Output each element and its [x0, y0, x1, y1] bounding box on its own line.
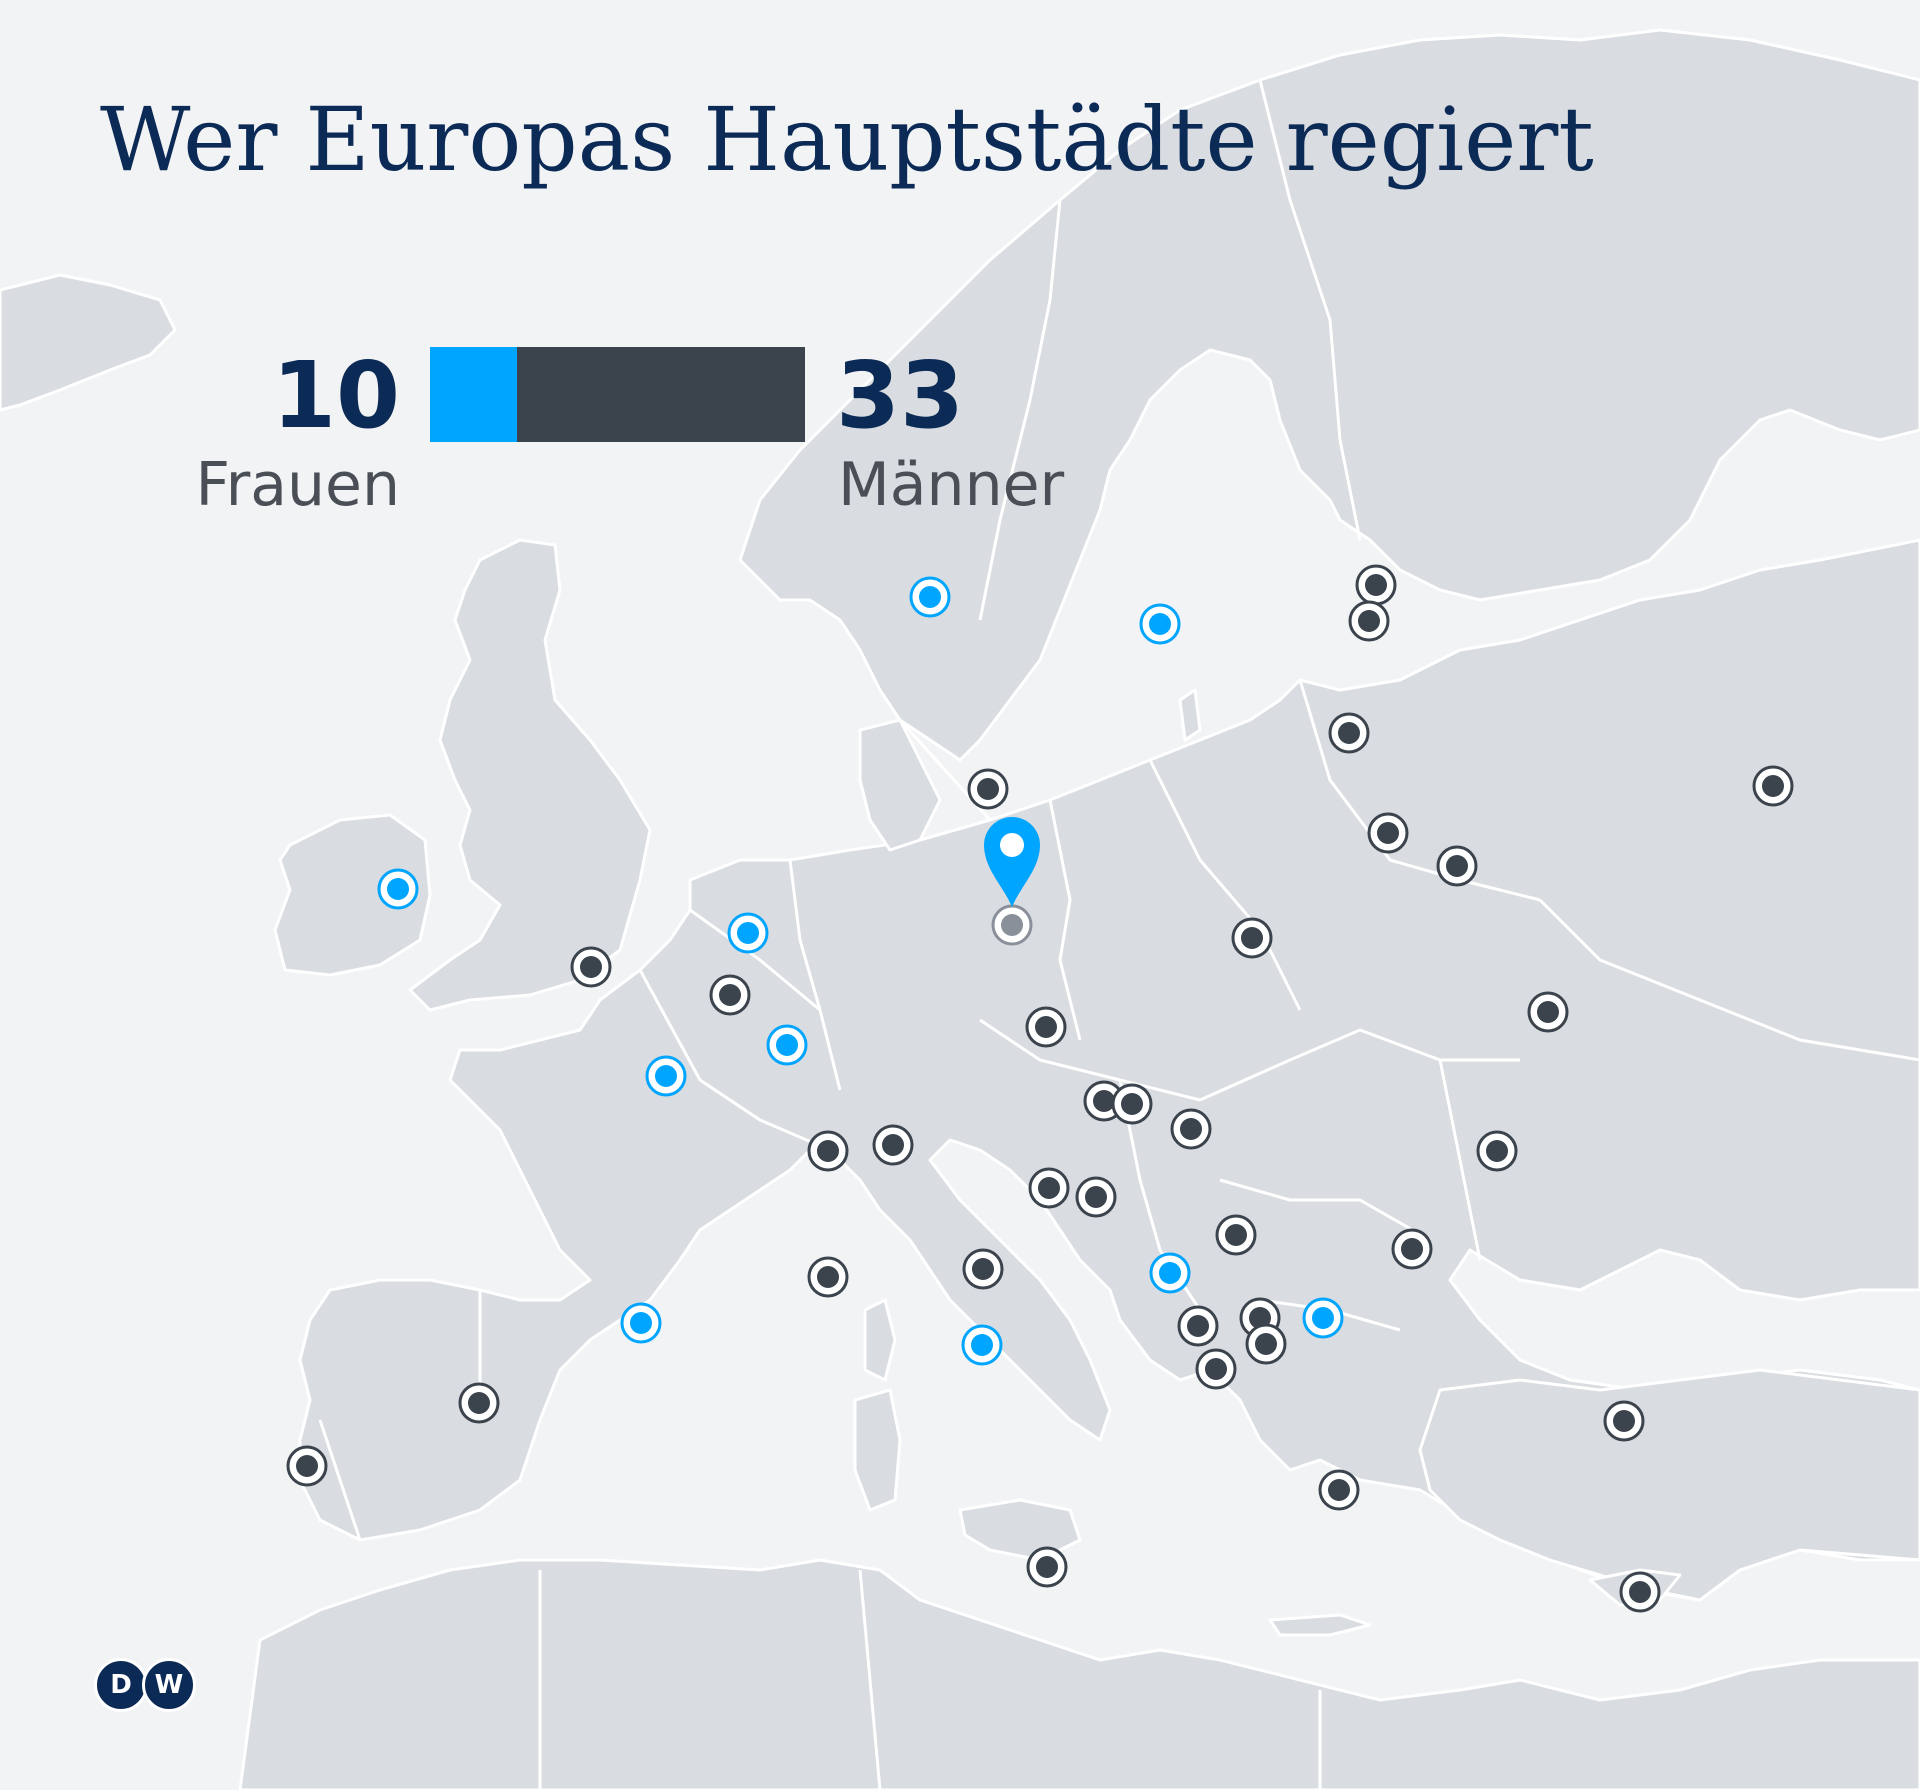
- capital-marker-san-marino: [962, 1248, 1004, 1290]
- dw-logo-d: D: [94, 1658, 148, 1712]
- capital-marker-luxembourg: [766, 1024, 808, 1066]
- border-line: [1148, 759, 1302, 1011]
- capital-marker-sarajevo: [1149, 1252, 1191, 1294]
- border-line: [978, 199, 1062, 621]
- capital-marker-rome: [961, 1324, 1003, 1366]
- capital-marker-zagreb: [1075, 1176, 1117, 1218]
- capital-marker-riga: [1328, 712, 1370, 754]
- capital-marker-tirana: [1195, 1348, 1237, 1390]
- capital-marker-valletta: [1026, 1546, 1068, 1588]
- capital-marker-berlin: [991, 904, 1033, 946]
- capital-marker-budapest: [1170, 1108, 1212, 1150]
- capital-marker-vaduz: [872, 1124, 914, 1166]
- sicily-landmass: [958, 1498, 1082, 1562]
- capital-marker-brussels: [709, 974, 751, 1016]
- capital-marker-monaco: [807, 1256, 849, 1298]
- capital-marker-paris: [645, 1055, 687, 1097]
- ireland-landmass: [273, 813, 432, 977]
- border-line: [1199, 1028, 1520, 1102]
- capital-marker-skopje: [1245, 1323, 1287, 1365]
- women-label: Frauen: [195, 450, 400, 520]
- capital-marker-minsk: [1436, 845, 1478, 887]
- capital-marker-bratislava: [1111, 1083, 1153, 1125]
- capital-marker-ankara: [1603, 1400, 1645, 1442]
- border-line: [1438, 1059, 1482, 1261]
- scandinavia-landmass: [738, 28, 1920, 762]
- men-count: 33: [836, 342, 965, 449]
- turkey-landmass: [1418, 1368, 1920, 1602]
- border-line: [689, 908, 821, 1012]
- dw-logo-w: W: [142, 1658, 196, 1712]
- capital-marker-copenhagen: [967, 768, 1009, 810]
- men-bar-segment: [517, 347, 805, 442]
- border-line: [788, 859, 842, 1091]
- capital-marker-pristina: [1239, 1297, 1281, 1339]
- capital-marker-helsinki: [1355, 564, 1397, 606]
- men-label: Männer: [838, 450, 1065, 520]
- location-pin-icon: [984, 817, 1040, 907]
- capital-marker-sofia: [1302, 1297, 1344, 1339]
- capital-marker-vilnius: [1367, 812, 1409, 854]
- gotland-landmass: [1178, 688, 1202, 742]
- capital-marker-belgrade: [1215, 1214, 1257, 1256]
- border-line: [1048, 799, 1082, 1041]
- pin-body: [984, 817, 1040, 907]
- great-britain-landmass: [408, 538, 652, 1012]
- ratio-bar: [430, 347, 805, 442]
- border-line: [638, 969, 831, 1152]
- capital-marker-warsaw: [1231, 917, 1273, 959]
- denmark-landmass: [858, 718, 942, 852]
- capital-marker-andorra-la-vella: [620, 1302, 662, 1344]
- capital-marker-ljubljana: [1028, 1167, 1070, 1209]
- border-line: [979, 1018, 1201, 1102]
- capital-marker-stockholm: [1139, 603, 1181, 645]
- capital-marker-lisbon: [286, 1445, 328, 1487]
- page-title: Wer Europas Hauptstädte regiert: [100, 88, 1594, 191]
- capital-marker-prague: [1025, 1006, 1067, 1048]
- pin-dot: [1000, 833, 1024, 857]
- capital-marker-nicosia: [1619, 1571, 1661, 1613]
- capital-marker-athens: [1318, 1469, 1360, 1511]
- corsica-landmass: [863, 1298, 897, 1382]
- capital-marker-moscow: [1752, 765, 1794, 807]
- capital-marker-podgorica: [1177, 1305, 1219, 1347]
- women-count: 10: [271, 342, 400, 449]
- capital-marker-chisinau: [1476, 1130, 1518, 1172]
- women-bar-segment: [430, 347, 518, 442]
- capital-marker-oslo: [909, 576, 951, 618]
- border-line: [1538, 898, 1920, 1062]
- sardinia-landmass: [853, 1388, 902, 1512]
- capital-marker-kyiv: [1527, 991, 1569, 1033]
- capital-marker-amsterdam: [727, 912, 769, 954]
- border-line: [1258, 79, 1362, 541]
- capital-marker-bern: [807, 1130, 849, 1172]
- border-line: [858, 1569, 882, 1790]
- capital-marker-madrid: [458, 1382, 500, 1424]
- capital-marker-london: [570, 946, 612, 988]
- crete-landmass: [1268, 1613, 1372, 1637]
- capital-marker-dublin: [377, 868, 419, 910]
- dw-logo: D W: [94, 1658, 200, 1712]
- capital-marker-tallinn: [1348, 600, 1390, 642]
- north-africa-landmass: [238, 1558, 1920, 1790]
- iceland-landmass: [0, 273, 177, 412]
- border-line: [1219, 1178, 1431, 1242]
- border-line: [318, 1419, 362, 1541]
- capital-marker-bucharest: [1391, 1228, 1433, 1270]
- border-line: [1298, 679, 1541, 902]
